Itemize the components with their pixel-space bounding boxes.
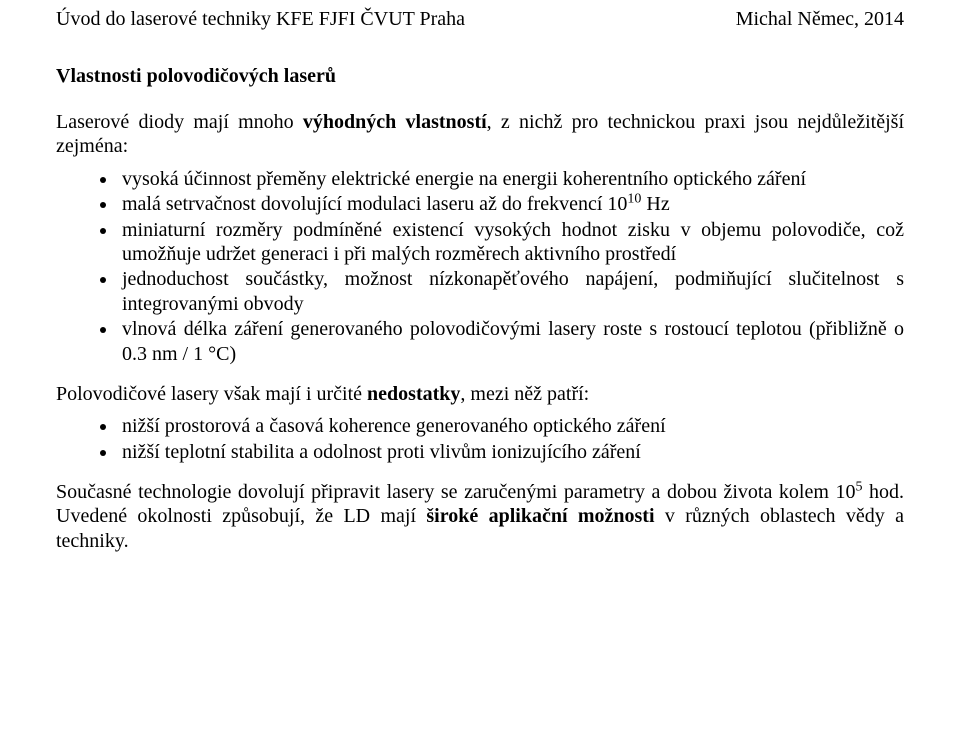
disadv-post: , mezi něž patří: bbox=[460, 383, 589, 405]
list-item: vysoká účinnost přeměny elektrické energ… bbox=[118, 167, 904, 191]
final-paragraph: Současné technologie dovolují připravit … bbox=[56, 480, 904, 553]
list-item: vlnová délka záření generovaného polovod… bbox=[118, 317, 904, 366]
list-item: malá setrvačnost dovolující modulaci las… bbox=[118, 192, 904, 216]
list-item: nižší teplotní stabilita a odolnost prot… bbox=[118, 440, 904, 464]
header-right: Michal Němec, 2014 bbox=[736, 8, 904, 31]
adv1-sup: 10 bbox=[627, 192, 641, 207]
adv1-pre: malá setrvačnost dovolující modulaci las… bbox=[122, 193, 627, 215]
final-pre: Současné technologie dovolují připravit … bbox=[56, 481, 855, 503]
disadv-bold: nedostatky bbox=[367, 383, 460, 405]
list-item: nižší prostorová a časová koherence gene… bbox=[118, 414, 904, 438]
disadvantages-intro: Polovodičové lasery však mají i určité n… bbox=[56, 382, 904, 406]
intro-pre: Laserové diody mají mnoho bbox=[56, 111, 303, 133]
disadv-pre: Polovodičové lasery však mají i určité bbox=[56, 383, 367, 405]
page: Úvod do laserové techniky KFE FJFI ČVUT … bbox=[0, 0, 960, 553]
disadvantages-list: nižší prostorová a časová koherence gene… bbox=[56, 414, 904, 464]
list-item: jednoduchost součástky, možnost nízkonap… bbox=[118, 267, 904, 316]
page-header: Úvod do laserové techniky KFE FJFI ČVUT … bbox=[56, 8, 904, 31]
intro-paragraph: Laserové diody mají mnoho výhodných vlas… bbox=[56, 110, 904, 159]
intro-bold: výhodných vlastností bbox=[303, 111, 487, 133]
list-item: miniaturní rozměry podmíněné existencí v… bbox=[118, 218, 904, 267]
header-left: Úvod do laserové techniky KFE FJFI ČVUT … bbox=[56, 8, 465, 31]
adv1-post: Hz bbox=[641, 193, 669, 215]
final-bold: široké aplikační možnosti bbox=[426, 505, 654, 527]
advantages-list: vysoká účinnost přeměny elektrické energ… bbox=[56, 167, 904, 366]
section-title: Vlastnosti polovodičových laserů bbox=[56, 65, 904, 88]
